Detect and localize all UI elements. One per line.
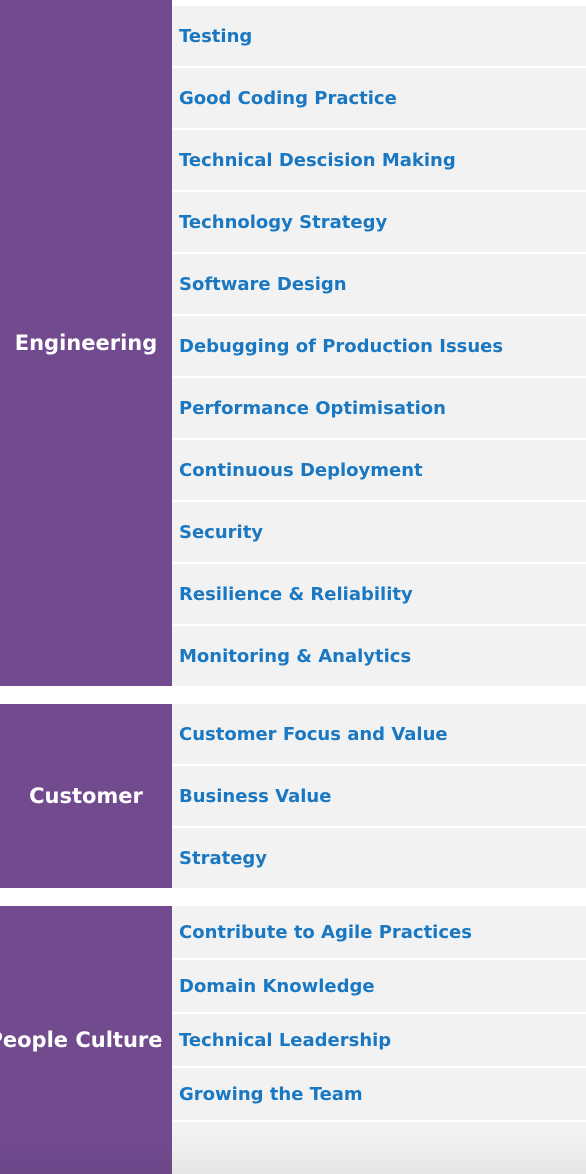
section-engineering: Engineering Testing Good Coding Practice… — [0, 0, 586, 686]
skill-item[interactable]: Software Design — [172, 254, 586, 316]
skill-label: Performance Optimisation — [179, 397, 446, 419]
skill-label: Resilience & Reliability — [179, 583, 413, 605]
skill-item[interactable]: Business Value — [172, 766, 586, 828]
skill-item[interactable]: Customer Focus and Value — [172, 704, 586, 766]
category-label: Customer — [29, 784, 143, 808]
skill-item[interactable]: Strategy — [172, 828, 586, 888]
skill-item[interactable]: Technical Leadership — [172, 1014, 586, 1068]
skill-label: Growing the Team — [179, 1083, 363, 1105]
skill-item[interactable]: Resilience & Reliability — [172, 564, 586, 626]
skill-list: Contribute to Agile Practices Domain Kno… — [172, 906, 586, 1174]
skill-label: Continuous Deployment — [179, 459, 423, 481]
skill-item[interactable]: Good Coding Practice — [172, 68, 586, 130]
skill-item[interactable]: Technology Strategy — [172, 192, 586, 254]
category-label: People Culture — [0, 1028, 163, 1052]
skill-label: Strategy — [179, 847, 268, 869]
section-people-culture: People Culture Contribute to Agile Pract… — [0, 906, 586, 1174]
section-customer: Customer Customer Focus and Value Busine… — [0, 704, 586, 888]
skill-item[interactable] — [172, 1122, 586, 1174]
skill-label: Security — [179, 521, 264, 543]
skill-item[interactable]: Testing — [172, 6, 586, 68]
skill-label: Technical Descision Making — [179, 149, 456, 171]
skill-item[interactable]: Debugging of Production Issues — [172, 316, 586, 378]
category-label: Engineering — [14, 331, 158, 355]
skill-label: Debugging of Production Issues — [179, 335, 504, 357]
skill-label: Domain Knowledge — [179, 975, 375, 997]
skill-item[interactable]: Growing the Team — [172, 1068, 586, 1122]
category-customer: Customer — [0, 704, 172, 888]
skill-item[interactable]: Domain Knowledge — [172, 960, 586, 1014]
skill-list: Testing Good Coding Practice Technical D… — [172, 0, 586, 686]
skill-item[interactable]: Monitoring & Analytics — [172, 626, 586, 686]
skill-label: Business Value — [179, 785, 332, 807]
skill-label: Customer Focus and Value — [179, 723, 448, 745]
category-engineering: Engineering — [0, 0, 172, 686]
skill-label: Technical Leadership — [179, 1029, 392, 1051]
skill-item[interactable]: Performance Optimisation — [172, 378, 586, 440]
skill-item[interactable]: Continuous Deployment — [172, 440, 586, 502]
skill-label: Contribute to Agile Practices — [179, 921, 472, 943]
skill-item[interactable]: Contribute to Agile Practices — [172, 906, 586, 960]
skill-item[interactable]: Technical Descision Making — [172, 130, 586, 192]
skill-item[interactable]: Security — [172, 502, 586, 564]
skill-label: Testing — [179, 25, 253, 47]
skill-label: Technology Strategy — [179, 211, 388, 233]
skill-label: Good Coding Practice — [179, 87, 397, 109]
skill-label: Monitoring & Analytics — [179, 645, 412, 667]
category-people-culture: People Culture — [0, 906, 172, 1174]
skill-list: Customer Focus and Value Business Value … — [172, 704, 586, 888]
skill-label: Software Design — [179, 273, 347, 295]
